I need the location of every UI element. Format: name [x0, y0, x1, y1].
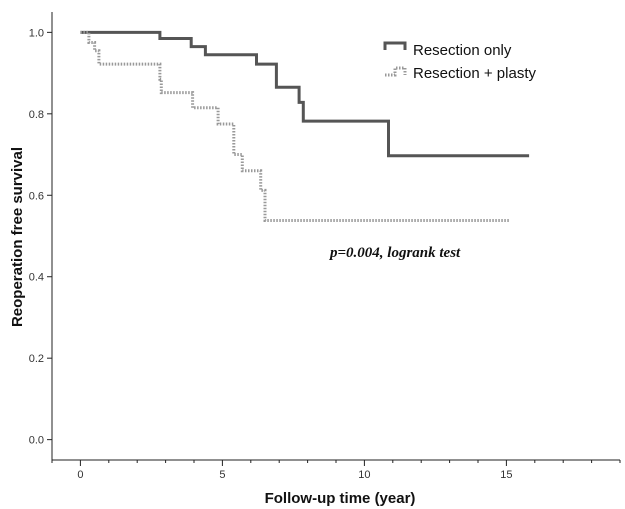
logrank-annotation: p=0.004, logrank test: [328, 245, 461, 261]
x-tick-label: 5: [219, 469, 225, 481]
y-tick-label: 0.0: [29, 435, 44, 447]
x-tick-label: 10: [358, 469, 370, 481]
legend-item-resection-only: Resection only: [383, 41, 512, 59]
y-tick-label: 1.0: [29, 27, 44, 39]
legend-swatch-resection-plasty: [385, 66, 407, 77]
y-tick-label: 0.8: [29, 109, 44, 121]
y-tick-label: 0.2: [29, 353, 44, 365]
series-layer: [80, 30, 530, 222]
y-axis-title: Reoperation free survival: [9, 147, 26, 327]
y-tick-label: 0.4: [29, 272, 44, 284]
legend-label-resection-only: Resection only: [413, 42, 512, 59]
axes: 0.0 0.2 0.4 0.6 0.8 1.0 0 5 10 15: [29, 12, 621, 481]
legend: Resection only Resection + plasty: [383, 41, 536, 82]
series-line-resection-only: [80, 30, 530, 158]
x-axis-title: Follow-up time (year): [265, 490, 416, 507]
legend-swatch-resection-only: [383, 41, 407, 50]
legend-item-resection-plasty: Resection + plasty: [385, 65, 536, 82]
x-tick-label: 15: [500, 469, 512, 481]
legend-label-resection-plasty: Resection + plasty: [413, 65, 536, 82]
series-line-resection-plasty: [80, 30, 510, 222]
x-tick-label: 0: [77, 469, 83, 481]
y-tick-label: 0.6: [29, 190, 44, 202]
